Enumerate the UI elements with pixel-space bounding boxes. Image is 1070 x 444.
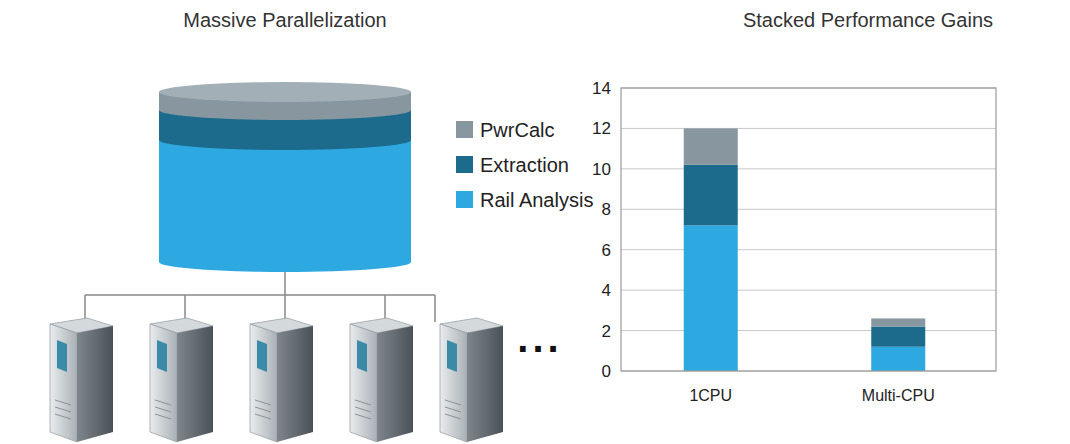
server: [250, 318, 313, 442]
x-tick-label: 1CPU: [689, 387, 732, 404]
y-tick-label: 6: [602, 241, 611, 260]
server-side: [77, 326, 113, 442]
server-side: [377, 326, 413, 442]
server-vent: [255, 400, 271, 405]
servers: [50, 318, 503, 442]
legend-label: Rail Analysis: [480, 189, 593, 211]
cylinder-top: [159, 82, 411, 102]
server-vent: [255, 407, 271, 412]
y-tick-label: 0: [602, 362, 611, 381]
server-vent: [55, 400, 71, 405]
y-tick-label: 14: [592, 79, 611, 98]
legend-swatch: [456, 191, 473, 208]
server-vent: [55, 414, 71, 419]
server-vent: [445, 400, 461, 405]
grid: [621, 88, 996, 371]
server-slot: [257, 340, 267, 372]
canvas: Massive Parallelization... PwrCalc Extract…: [0, 0, 1070, 444]
server-slot: [447, 340, 457, 372]
server-vent: [445, 407, 461, 412]
bar-segment: [871, 327, 925, 347]
connection-tree: [85, 272, 435, 322]
server: [150, 318, 213, 442]
diagram-title: Massive Parallelization: [183, 9, 386, 31]
y-tick-label: 4: [602, 281, 611, 300]
server-slot: [57, 340, 67, 372]
server-vent: [445, 414, 461, 419]
database-cylinder: [159, 82, 411, 272]
grid-line: [621, 290, 996, 291]
server-vent: [155, 414, 171, 419]
bar-segment: [871, 318, 925, 326]
server: [50, 318, 113, 442]
y-tick-label: 8: [602, 200, 611, 219]
grid-line: [621, 128, 996, 129]
cylinder-layer: [159, 140, 411, 272]
grid-line: [621, 209, 996, 210]
server-vent: [355, 407, 371, 412]
bar-segment: [684, 128, 738, 164]
bar-segment: [871, 347, 925, 371]
connector: [284, 272, 286, 295]
legend-swatch: [456, 156, 473, 173]
server: [440, 318, 503, 442]
server: [350, 318, 413, 442]
server-vent: [355, 400, 371, 405]
ellipsis: ...: [517, 316, 562, 360]
plot-frame: [621, 88, 996, 371]
legend: PwrCalc Extraction Rail Analysis: [456, 119, 593, 211]
server-side: [277, 326, 313, 442]
server-front: [440, 324, 467, 442]
server-slot: [157, 340, 167, 372]
server-front: [350, 324, 377, 442]
connector: [85, 294, 435, 296]
bar-segment: [684, 225, 738, 371]
bars: [684, 128, 926, 371]
chart-title: Stacked Performance Gains: [743, 9, 993, 31]
server-vent: [255, 414, 271, 419]
server-slot: [357, 340, 367, 372]
server-front: [250, 324, 277, 442]
grid-line: [621, 168, 996, 169]
server-vent: [155, 407, 171, 412]
y-tick-label: 2: [602, 322, 611, 341]
y-tick-label: 10: [592, 160, 611, 179]
server-side: [467, 326, 503, 442]
server-vent: [55, 407, 71, 412]
grid-line: [621, 330, 996, 331]
legend-label: PwrCalc: [480, 119, 554, 141]
grid-line: [621, 249, 996, 250]
server-front: [150, 324, 177, 442]
server-vent: [355, 414, 371, 419]
x-tick-label: Multi-CPU: [862, 387, 935, 404]
server-front: [50, 324, 77, 442]
legend-swatch: [456, 121, 473, 138]
connector: [434, 295, 436, 322]
y-tick-label: 12: [592, 119, 611, 138]
legend-label: Extraction: [480, 154, 569, 176]
server-vent: [155, 400, 171, 405]
server-side: [177, 326, 213, 442]
bar-segment: [684, 165, 738, 226]
